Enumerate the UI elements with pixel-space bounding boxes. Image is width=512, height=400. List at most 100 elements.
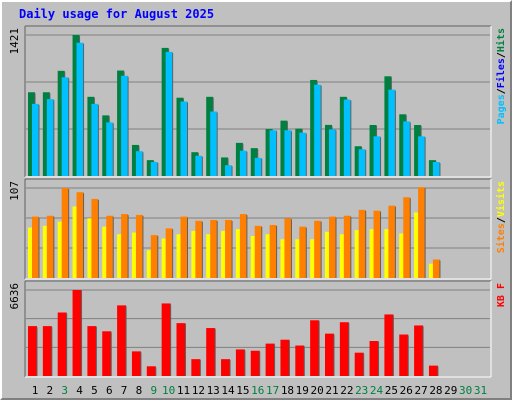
bar-hits-day-22: [339, 96, 347, 176]
bar-hits-day-4: [72, 35, 80, 176]
bar-visits-day-4: [72, 206, 80, 278]
bar-visits-day-12: [191, 230, 199, 278]
bar-sites-day-4: [76, 192, 84, 278]
bar-files-day-12: [195, 155, 203, 176]
bar-sites-day-23: [358, 209, 366, 278]
bar-hits-day-7: [117, 70, 125, 176]
x-label-day-31: 31: [474, 384, 487, 397]
bar-visits-day-14: [221, 230, 229, 278]
bar-hits-day-11: [176, 97, 184, 176]
bar-hits-day-23: [354, 146, 362, 176]
bar-files-day-19: [299, 132, 307, 176]
bar-kb-f-day-25: [384, 314, 394, 376]
bar-hits-day-25: [384, 76, 392, 176]
bar-files-day-16: [254, 157, 262, 176]
bar-hits-day-28: [428, 160, 436, 176]
bar-visits-day-2: [42, 225, 50, 278]
bar-hits-day-14: [221, 157, 229, 176]
bar-sites-day-26: [403, 197, 411, 278]
bar-hits-day-18: [280, 120, 288, 176]
bar-visits-day-22: [339, 234, 347, 278]
bar-sites-day-17: [269, 225, 277, 278]
bar-kb-f-day-9: [146, 366, 156, 376]
legend-entry: /: [496, 52, 507, 58]
bar-visits-day-16: [250, 235, 258, 278]
bar-visits-day-23: [354, 230, 362, 278]
bar-visits-day-7: [117, 234, 125, 278]
bar-kb-f-day-20: [310, 320, 320, 376]
legend-hits-files: Pages/Files/Hits: [495, 28, 507, 124]
bar-files-day-24: [373, 136, 381, 176]
bar-kb-f-day-15: [235, 349, 245, 376]
bar-sites-day-5: [91, 198, 99, 278]
bar-visits-day-17: [265, 234, 273, 278]
x-label-day-12: 12: [192, 384, 205, 397]
x-label-day-6: 6: [106, 384, 113, 397]
bar-visits-day-28: [428, 263, 436, 278]
bar-files-day-15: [239, 150, 247, 176]
bar-sites-day-25: [388, 205, 396, 278]
x-label-day-10: 10: [162, 384, 175, 397]
bar-files-day-8: [135, 151, 143, 176]
x-label-day-30: 30: [459, 384, 472, 397]
x-label-day-18: 18: [281, 384, 294, 397]
bar-visits-day-20: [310, 239, 318, 278]
bar-hits-day-8: [131, 144, 139, 176]
bar-hits-day-24: [369, 124, 377, 176]
bar-visits-day-24: [369, 229, 377, 278]
x-label-day-5: 5: [91, 384, 98, 397]
bar-files-day-7: [121, 75, 129, 176]
bar-sites-day-1: [32, 216, 39, 278]
bar-sites-day-18: [284, 218, 292, 278]
bar-sites-day-13: [210, 219, 218, 278]
x-label-day-8: 8: [136, 384, 143, 397]
bar-hits-day-5: [87, 96, 95, 176]
bar-kb-f-day-6: [102, 331, 112, 376]
bar-kb-f-day-27: [414, 325, 424, 376]
bar-kb-f-day-28: [428, 365, 438, 376]
bar-visits-day-10: [161, 238, 169, 278]
x-label-day-15: 15: [236, 384, 249, 397]
bar-files-day-11: [180, 101, 188, 176]
legend-kbytes: KB F: [496, 283, 507, 307]
x-label-day-21: 21: [325, 384, 338, 397]
bar-hits-day-13: [206, 96, 214, 176]
bar-sites-day-3: [61, 188, 69, 278]
bar-sites-day-19: [299, 226, 307, 278]
bar-sites-day-8: [135, 214, 143, 278]
bar-visits-day-11: [176, 234, 184, 278]
bar-files-day-6: [106, 122, 114, 176]
bar-files-day-18: [284, 130, 292, 176]
x-label-day-29: 29: [444, 384, 457, 397]
bar-files-day-25: [388, 89, 396, 176]
bar-sites-day-27: [418, 187, 426, 278]
bar-sites-day-2: [46, 215, 54, 278]
bar-hits-day-16: [250, 148, 258, 176]
x-label-day-3: 3: [61, 384, 68, 397]
legend-visits-sites: Sites/Visits: [495, 181, 507, 253]
bar-kb-f-day-8: [131, 351, 141, 376]
legend-entry: /: [496, 217, 507, 223]
bar-kb-f-day-1: [28, 326, 37, 376]
bar-hits-day-3: [57, 70, 65, 176]
bar-files-day-22: [343, 99, 351, 176]
legend-entry: KB F: [496, 283, 507, 307]
bar-visits-day-25: [384, 229, 392, 278]
ymax-label-kbytes: 6636: [8, 283, 21, 310]
bar-kb-f-day-14: [221, 359, 231, 376]
bar-hits-day-1: [28, 92, 35, 176]
bar-files-day-3: [61, 77, 69, 176]
bar-visits-day-27: [414, 212, 422, 278]
bar-kb-f-day-11: [176, 323, 186, 376]
bar-sites-day-22: [343, 215, 351, 278]
bar-sites-day-9: [150, 235, 158, 278]
bar-visits-day-5: [87, 218, 95, 278]
bar-kb-f-day-24: [369, 341, 379, 376]
bar-visits-day-3: [57, 221, 65, 278]
bar-kb-f-day-13: [206, 328, 216, 376]
bar-sites-day-11: [180, 216, 188, 278]
bar-visits-day-19: [295, 239, 303, 278]
ymax-label-hits-files: 1421: [8, 28, 21, 55]
bar-files-day-9: [150, 162, 158, 176]
bar-visits-day-1: [28, 227, 35, 278]
